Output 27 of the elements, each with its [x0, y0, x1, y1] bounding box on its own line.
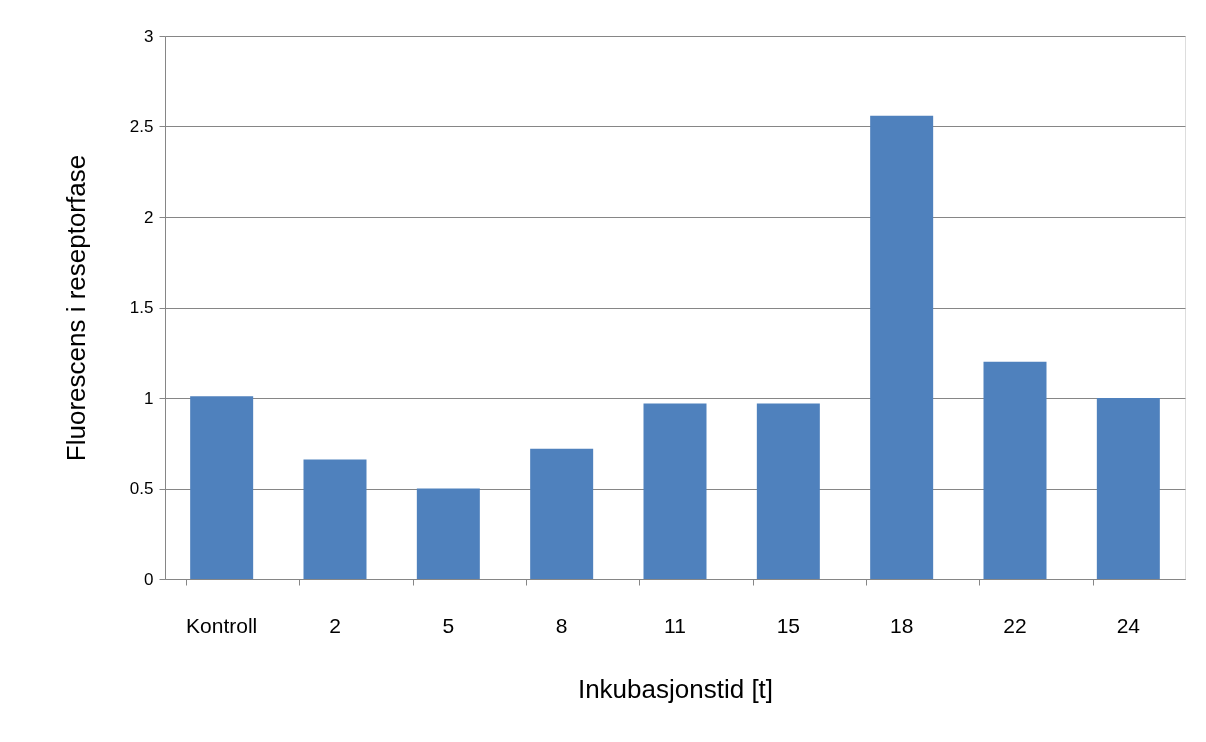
- y-tick-label: 0.5: [129, 479, 154, 498]
- y-axis-title: Fluorescens i reseptorfase: [60, 154, 91, 462]
- x-tick-label: 15: [776, 613, 801, 637]
- bar: [643, 403, 707, 579]
- bar: [530, 448, 594, 579]
- x-tick-label: 18: [889, 613, 914, 637]
- bar: [870, 115, 934, 579]
- bar: [983, 361, 1047, 579]
- x-tick-label: 11: [664, 613, 686, 637]
- x-tick-label: Kontroll: [186, 613, 258, 637]
- y-tick-label: 3: [144, 26, 154, 46]
- x-axis-title: Inkubasjonstid [t]: [577, 673, 774, 704]
- x-tick-label: 8: [555, 613, 568, 637]
- x-tick-label: 22: [1003, 613, 1027, 637]
- y-tick-label: 1: [144, 388, 154, 408]
- bar: [756, 403, 820, 579]
- x-tick-label: 2: [329, 613, 341, 637]
- bar: [190, 396, 254, 579]
- x-tick-label: 24: [1116, 613, 1141, 637]
- y-tick-label: 1.5: [129, 298, 154, 317]
- x-tick-label: 5: [442, 613, 455, 637]
- y-tick-label: 2.5: [129, 117, 154, 136]
- bar: [1096, 398, 1160, 579]
- bar: [303, 459, 367, 579]
- y-tick-label: 0: [144, 569, 154, 589]
- y-tick-label: 2: [144, 207, 154, 227]
- bar: [416, 488, 480, 579]
